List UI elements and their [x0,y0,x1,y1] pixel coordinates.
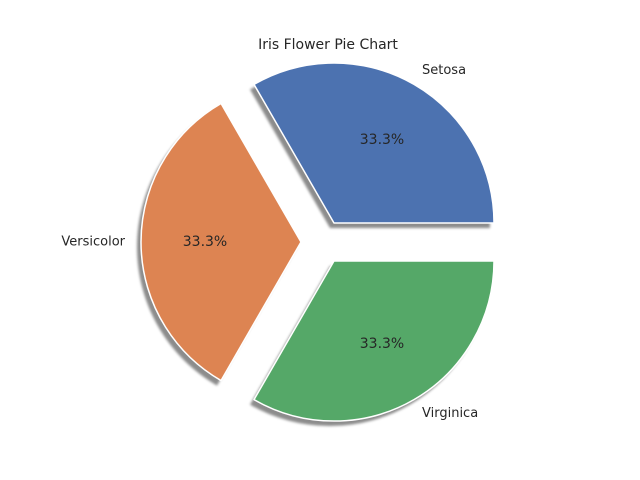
slice-labels: Setosa 33.3% Versicolor 33.3% Virginica 33.3% [61,63,478,421]
label-virginica: Virginica [422,406,478,421]
slice-virginica [253,260,495,422]
slice-setosa [253,62,495,224]
pct-setosa: 33.3% [360,132,404,148]
slice-versicolor [140,102,302,382]
pie-slices [140,62,495,422]
pct-versicolor: 33.3% [183,234,227,250]
pct-virginica: 33.3% [360,336,404,352]
chart-title: Iris Flower Pie Chart [258,37,398,53]
label-setosa: Setosa [422,63,466,78]
label-versicolor: Versicolor [61,235,125,250]
